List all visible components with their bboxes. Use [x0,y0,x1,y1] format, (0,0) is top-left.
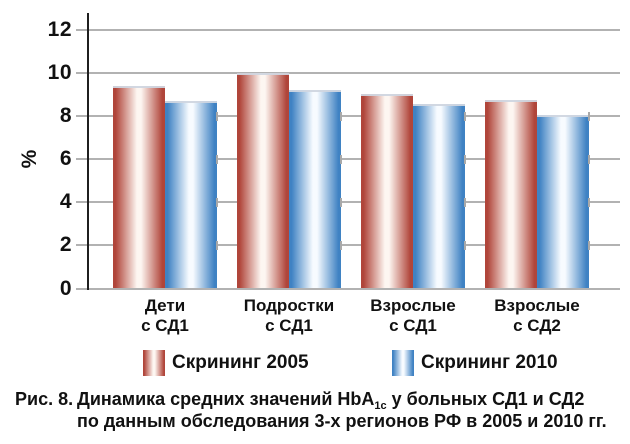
gridline-y-12 [76,29,620,31]
gridline-notch [464,197,466,207]
gridline-notch [464,154,466,164]
gridline-notch [340,197,342,207]
gridline-notch [340,154,342,164]
legend-swatch-2005 [143,350,165,376]
gridline-notch [216,197,218,207]
y-tick-label-8: 8 [59,104,72,128]
gridline-notch [464,111,466,121]
gridline-y-8 [76,115,620,118]
legend-swatch-2010 [392,350,414,376]
gridline-notch [340,240,342,250]
gridline-notch [588,111,590,121]
y-tick-label-0: 0 [59,276,72,300]
category-label-group1: Дети с СД1 [141,296,189,335]
category-label-group3: Взрослые с СД1 [370,296,456,335]
caption-line1-pre: Динамика средних значений HbA [77,389,375,409]
figure-caption: Рис. 8. Динамика средних значений HbA1c … [15,388,621,432]
gridline-y-0 [76,287,620,290]
legend-label-2010: Скрининг 2010 [421,352,558,373]
y-tick-label-2: 2 [59,233,72,257]
caption-line2: по данным обследования 3-х регионов РФ в… [77,411,607,431]
gridline-notch [588,197,590,207]
gridline-notch [588,240,590,250]
gridline-y-10 [76,72,620,75]
bar-series1-group1 [113,86,165,289]
bar-series2-group1 [165,101,217,289]
gridline-notch [588,154,590,164]
y-tick-label-4: 4 [59,190,72,214]
bar-series1-group3 [361,93,413,289]
caption-subscript: 1c [374,400,387,412]
legend-label-2005: Скрининг 2005 [172,352,309,373]
gridline-notch [340,111,342,121]
gridline-notch [216,240,218,250]
y-axis-line [87,13,89,290]
category-label-group2: Подростки с СД1 [243,296,335,335]
bar-series2-group4 [537,115,589,289]
bar-series1-group2 [237,73,289,289]
caption-line1-post: у больных СД1 и СД2 [386,389,585,409]
gridline-y-2 [76,244,620,247]
legend-item-screening-2005: Скрининг 2005 [143,350,309,376]
caption-text: Динамика средних значений HbA1c у больны… [77,388,607,432]
gridline-notch [216,154,218,164]
y-tick-label-6: 6 [59,147,72,171]
bar-series2-group3 [413,104,465,289]
category-label-group4: Взрослые с СД2 [494,296,580,335]
gridline-notch [216,111,218,121]
y-tick-label-10: 10 [47,61,72,85]
bar-series1-group4 [485,100,537,289]
caption-number: Рис. 8. [15,389,74,409]
legend-item-screening-2010: Скрининг 2010 [392,350,558,376]
bar-series2-group2 [289,90,341,289]
gridline-y-6 [76,158,620,161]
y-tick-label-12: 12 [47,18,72,41]
plot-area: 0 2 4 6 8 10 12 Дети с СД1 Подростки с СД1 Взросл… [47,13,620,335]
gridline-y-4 [76,201,620,204]
gridline-notch [464,240,466,250]
